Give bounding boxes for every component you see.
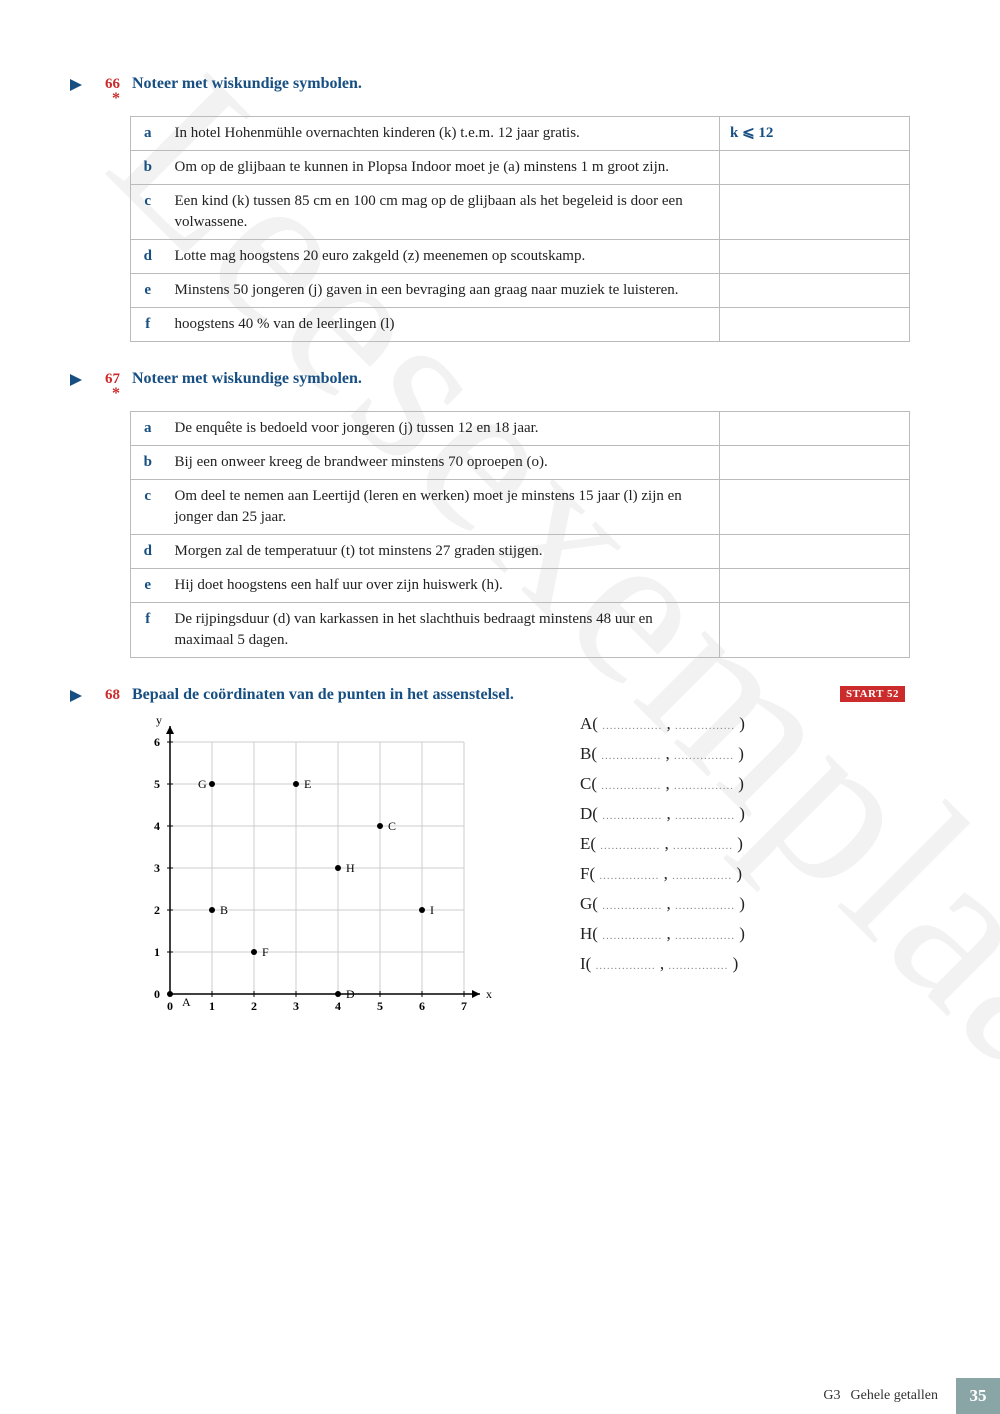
exercise-number: 67 * — [90, 370, 120, 401]
row-text: hoogstens 40 % van de leerlingen (l) — [165, 307, 720, 341]
svg-text:D: D — [346, 987, 355, 1001]
arrow-icon — [70, 374, 82, 386]
svg-text:2: 2 — [154, 903, 160, 917]
coordinate-chart: 0 1 2 3 4 5 6 7 0 1 2 3 4 5 6 x y A B C D E F G H I — [130, 714, 510, 1034]
answers-column: A( ................ , ................ )… — [580, 714, 930, 1034]
coordinate-answer: H( ................ , ................ ) — [580, 924, 930, 944]
svg-text:4: 4 — [154, 819, 160, 833]
svg-text:1: 1 — [209, 999, 215, 1013]
svg-text:3: 3 — [293, 999, 299, 1013]
svg-text:5: 5 — [154, 777, 160, 791]
exercise-68: 68 Bepaal de coördinaten van de punten i… — [70, 686, 930, 1034]
row-text: De enquête is bedoeld voor jongeren (j) … — [165, 411, 720, 445]
exercise-number: 66 * — [90, 75, 120, 106]
row-text: Om deel te nemen aan Leertijd (leren en … — [165, 479, 720, 534]
coordinate-answer: A( ................ , ................ ) — [580, 714, 930, 734]
coordinate-answer: B( ................ , ................ ) — [580, 744, 930, 764]
row-letter: d — [131, 239, 165, 273]
svg-text:G: G — [198, 777, 207, 791]
svg-text:H: H — [346, 861, 355, 875]
row-letter: c — [131, 184, 165, 239]
row-letter: c — [131, 479, 165, 534]
row-answer — [720, 479, 910, 534]
row-letter: a — [131, 116, 165, 150]
row-text: Bij een onweer kreeg de brandweer minste… — [165, 445, 720, 479]
start-badge: START 52 — [840, 686, 905, 702]
row-answer — [720, 445, 910, 479]
row-text: In hotel Hohenmühle overnachten kinderen… — [165, 116, 720, 150]
row-letter: e — [131, 273, 165, 307]
row-answer — [720, 184, 910, 239]
row-letter: a — [131, 411, 165, 445]
row-text: Lotte mag hoogstens 20 euro zakgeld (z) … — [165, 239, 720, 273]
row-text: Hij doet hoogstens een half uur over zij… — [165, 568, 720, 602]
row-letter: b — [131, 150, 165, 184]
exercise-66: 66 * Noteer met wiskundige symbolen. aIn… — [70, 75, 930, 342]
star-icon: * — [90, 388, 120, 401]
svg-text:4: 4 — [335, 999, 341, 1013]
coordinate-answer: E( ................ , ................ ) — [580, 834, 930, 854]
svg-text:2: 2 — [251, 999, 257, 1013]
exercise-number: 68 — [90, 686, 120, 704]
exercise-table: aDe enquête is bedoeld voor jongeren (j)… — [130, 411, 910, 658]
row-letter: e — [131, 568, 165, 602]
exercise-title: Bepaal de coördinaten van de punten in h… — [132, 686, 514, 704]
row-text: De rijpingsduur (d) van karkassen in het… — [165, 602, 720, 657]
svg-text:F: F — [262, 945, 269, 959]
exercise-67: 67 * Noteer met wiskundige symbolen. aDe… — [70, 370, 930, 658]
coordinate-answer: D( ................ , ................ ) — [580, 804, 930, 824]
svg-text:6: 6 — [154, 735, 160, 749]
num-text: 68 — [105, 687, 120, 703]
coordinate-answer: I( ................ , ................ ) — [580, 954, 930, 974]
svg-text:y: y — [156, 714, 162, 727]
row-letter: d — [131, 534, 165, 568]
svg-text:1: 1 — [154, 945, 160, 959]
coordinate-answer: F( ................ , ................ ) — [580, 864, 930, 884]
arrow-icon — [70, 79, 82, 91]
exercise-title: Noteer met wiskundige symbolen. — [132, 370, 362, 388]
coordinate-answer: C( ................ , ................ ) — [580, 774, 930, 794]
svg-text:B: B — [220, 903, 228, 917]
svg-text:0: 0 — [167, 999, 173, 1013]
row-answer — [720, 568, 910, 602]
row-answer — [720, 150, 910, 184]
svg-text:3: 3 — [154, 861, 160, 875]
row-answer — [720, 239, 910, 273]
row-text: Minstens 50 jongeren (j) gaven in een be… — [165, 273, 720, 307]
row-letter: f — [131, 307, 165, 341]
row-text: Morgen zal de temperatuur (t) tot minste… — [165, 534, 720, 568]
footer-title: Gehele getallen — [851, 1388, 938, 1404]
row-letter: b — [131, 445, 165, 479]
row-answer — [720, 307, 910, 341]
svg-text:x: x — [486, 987, 492, 1001]
row-text: Om op de glijbaan te kunnen in Plopsa In… — [165, 150, 720, 184]
footer-code: G3 — [823, 1388, 840, 1404]
coordinate-answer: G( ................ , ................ ) — [580, 894, 930, 914]
page-footer: G3 Gehele getallen 35 — [823, 1378, 1000, 1414]
svg-text:C: C — [388, 819, 396, 833]
row-answer — [720, 534, 910, 568]
row-answer — [720, 411, 910, 445]
page-number: 35 — [956, 1378, 1000, 1414]
row-answer: k ⩽ 12 — [720, 116, 910, 150]
svg-text:7: 7 — [461, 999, 467, 1013]
star-icon: * — [90, 93, 120, 106]
exercise-title: Noteer met wiskundige symbolen. — [132, 75, 362, 93]
row-letter: f — [131, 602, 165, 657]
svg-text:0: 0 — [154, 987, 160, 1001]
arrow-icon — [70, 690, 82, 702]
svg-text:I: I — [430, 903, 434, 917]
svg-text:E: E — [304, 777, 311, 791]
row-text: Een kind (k) tussen 85 cm en 100 cm mag … — [165, 184, 720, 239]
svg-text:A: A — [182, 995, 191, 1009]
svg-text:6: 6 — [419, 999, 425, 1013]
exercise-table: aIn hotel Hohenmühle overnachten kindere… — [130, 116, 910, 342]
row-answer — [720, 273, 910, 307]
row-answer — [720, 602, 910, 657]
svg-text:5: 5 — [377, 999, 383, 1013]
